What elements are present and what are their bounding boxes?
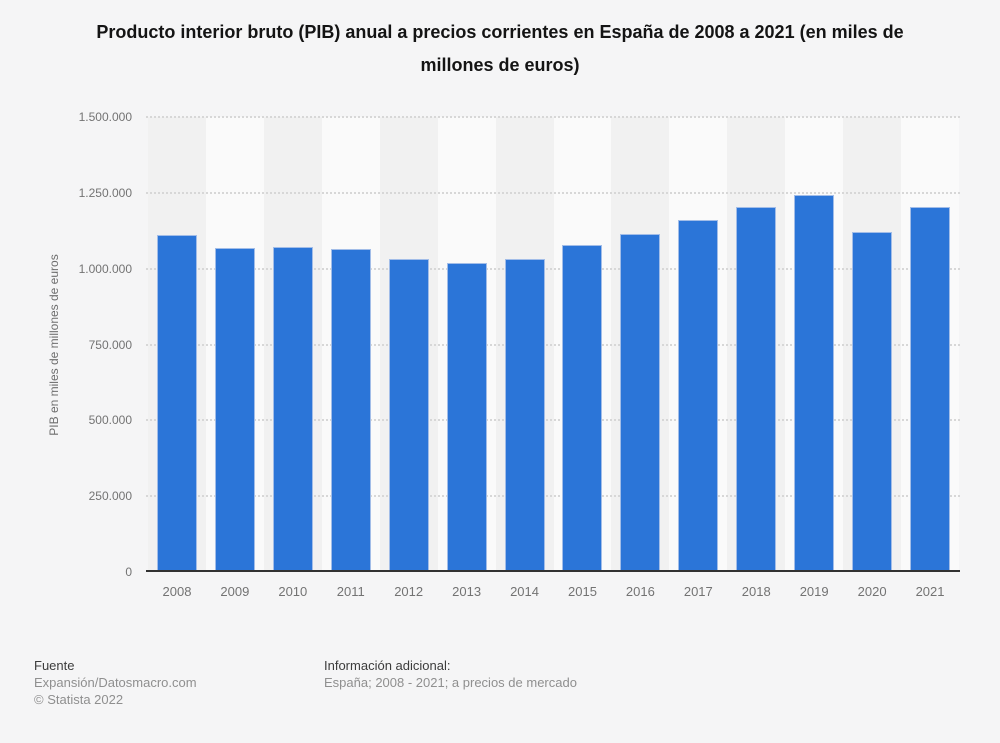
x-tick-label: 2012 [394, 584, 424, 599]
y-tick-label: 0 [125, 565, 132, 579]
x-tick-label: 2011 [336, 584, 365, 599]
grid-line [146, 267, 960, 270]
bar-2010 [272, 247, 313, 572]
grid-line [146, 116, 960, 118]
x-tick-label: 2020 [857, 584, 887, 599]
grid-line [146, 343, 960, 346]
x-tick-label: 2010 [278, 584, 308, 599]
bar-2013 [446, 263, 487, 572]
y-tick-label: 1.000.000 [78, 261, 132, 276]
bar-2020 [852, 232, 893, 572]
additional-info-heading: Información adicional: [324, 658, 451, 673]
bar-2016 [620, 234, 661, 572]
bar-2009 [214, 248, 255, 572]
x-tick-label: 2015 [568, 584, 597, 599]
copyright-text: © Statista 2022 [34, 692, 124, 707]
bar-2017 [678, 220, 719, 572]
x-tick-label: 2008 [162, 584, 192, 599]
x-tick-label: 2009 [220, 584, 250, 599]
y-tick-label: 500.000 [88, 413, 132, 428]
grid-line [146, 419, 960, 422]
x-axis-line [146, 570, 960, 572]
x-tick-label: 2014 [510, 584, 539, 599]
source-heading: Fuente [34, 658, 75, 673]
bar-2012 [388, 259, 429, 572]
grid-line [146, 191, 960, 194]
bar-2021 [910, 207, 951, 572]
grid-line [146, 495, 960, 498]
bar-2014 [504, 259, 545, 572]
x-tick-label: 2016 [625, 584, 655, 599]
bar-2015 [562, 245, 603, 572]
y-tick-label: 1.500.000 [78, 110, 132, 124]
bar-2008 [156, 235, 197, 572]
bar-2018 [736, 207, 777, 572]
x-tick-label: 2017 [683, 584, 713, 599]
additional-info-text: España; 2008 - 2021; a precios de mercad… [324, 675, 577, 690]
y-tick-label: 250.000 [88, 489, 132, 504]
chart-title: Producto interior bruto (PIB) anual a pr… [96, 22, 904, 75]
x-tick-label: 2021 [915, 584, 945, 599]
x-tick-label: 2018 [741, 584, 771, 599]
y-tick-label: 750.000 [88, 337, 132, 352]
x-tick-label: 2013 [452, 584, 482, 599]
bar-2019 [794, 195, 835, 572]
x-tick-label: 2019 [799, 584, 829, 599]
bar-2011 [330, 249, 371, 572]
y-tick-label: 1.250.000 [78, 185, 132, 200]
source-name: Expansión/Datosmacro.com [34, 675, 197, 690]
